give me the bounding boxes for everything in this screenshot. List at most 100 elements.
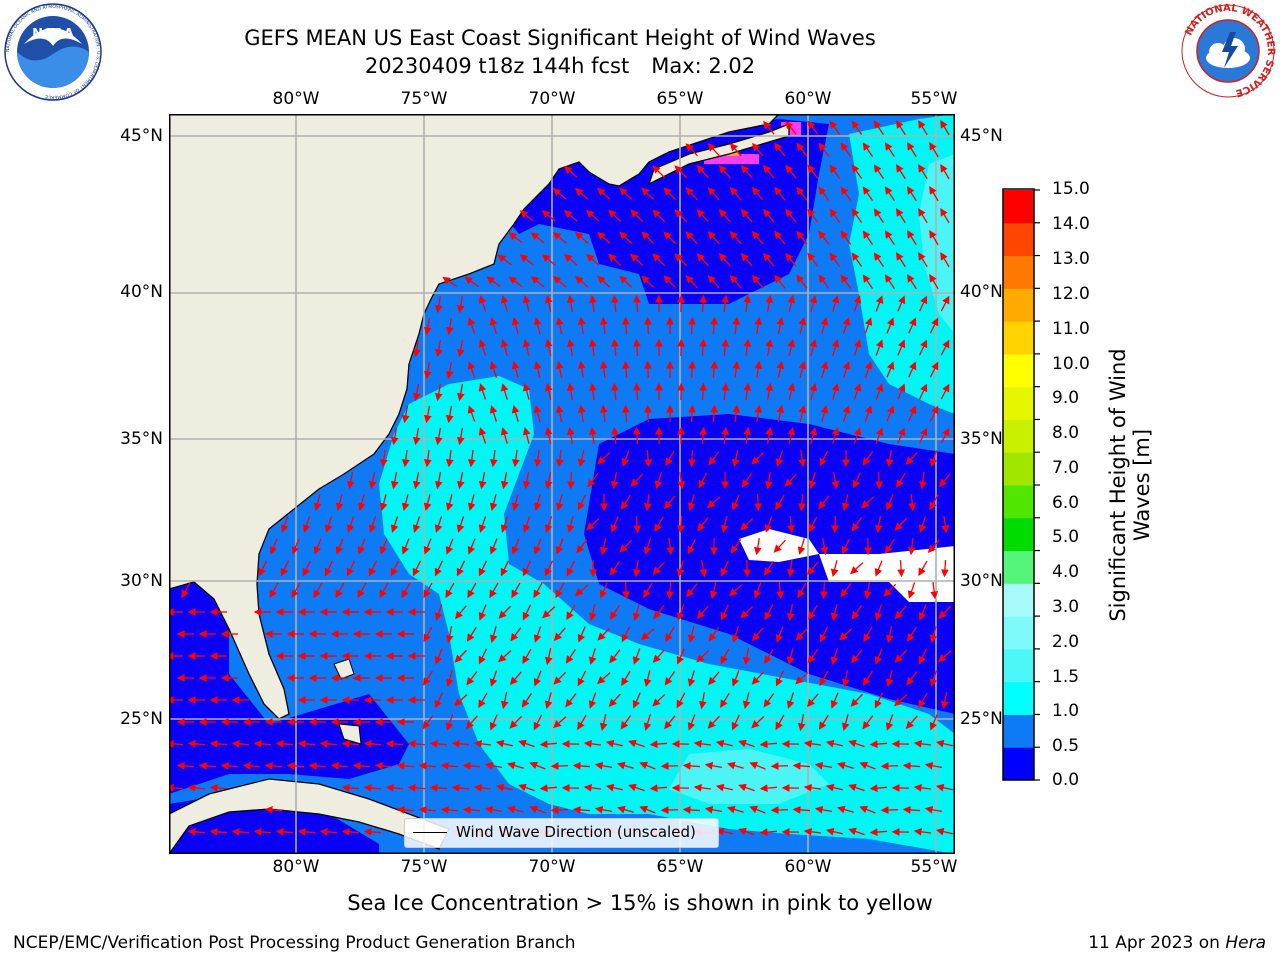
wave-direction-arrow <box>752 186 764 201</box>
wave-direction-arrow <box>918 427 928 444</box>
wave-direction-arrow <box>553 671 567 685</box>
wave-direction-arrow <box>630 209 644 223</box>
wave-direction-arrow <box>462 806 481 814</box>
wave-direction-arrow <box>187 739 206 748</box>
wave-direction-arrow <box>830 604 839 622</box>
wave-direction-arrow <box>652 693 666 707</box>
wave-direction-arrow <box>368 560 378 577</box>
wave-direction-arrow <box>820 581 828 600</box>
wave-direction-arrow <box>753 537 762 556</box>
wave-direction-arrow <box>930 581 939 600</box>
wave-direction-arrow <box>798 449 807 468</box>
wave-direction-arrow <box>379 494 388 511</box>
wave-direction-arrow <box>707 275 720 289</box>
wave-direction-arrow <box>837 805 854 814</box>
colorbar-segment <box>1003 386 1034 420</box>
wave-direction-arrow <box>698 472 708 489</box>
colorbar-segment <box>1003 452 1034 486</box>
wave-direction-arrow <box>522 648 532 665</box>
wave-direction-arrow <box>918 471 927 490</box>
mid-wave-band <box>379 376 955 854</box>
wave-direction-arrow <box>807 649 819 664</box>
wave-direction-arrow <box>445 362 454 380</box>
wave-direction-arrow <box>563 209 578 222</box>
wave-direction-arrow <box>599 404 608 423</box>
wave-direction-arrow <box>895 164 906 180</box>
wave-direction-arrow <box>720 604 729 621</box>
wave-direction-arrow <box>511 405 520 422</box>
wave-direction-arrow <box>763 693 775 708</box>
wave-direction-arrow <box>819 670 829 687</box>
wave-direction-arrow <box>412 428 421 446</box>
wave-direction-arrow <box>851 649 863 664</box>
wave-direction-arrow <box>913 827 932 836</box>
wave-direction-arrow <box>687 714 696 731</box>
wave-direction-arrow <box>478 383 487 400</box>
wave-direction-arrow <box>798 404 807 422</box>
wave-direction-arrow <box>407 783 426 792</box>
wave-direction-arrow <box>853 339 862 356</box>
colorbar-label: Significant Height of Wind Waves [m] <box>1106 325 1154 645</box>
wave-direction-arrow <box>773 539 786 553</box>
wave-direction-arrow <box>795 627 808 641</box>
noaa-logo-text: NOAA <box>32 27 74 42</box>
wave-direction-arrow <box>842 317 851 334</box>
colorbar-tick-3: 3.0 <box>1052 597 1080 617</box>
wave-direction-arrow <box>874 560 883 577</box>
wave-direction-arrow <box>628 739 645 748</box>
wave-direction-arrow <box>664 671 676 686</box>
wave-direction-arrow <box>610 382 619 401</box>
wave-direction-arrow <box>610 426 619 445</box>
colorbar-segment <box>1003 550 1034 584</box>
wave-direction-arrow <box>929 714 938 731</box>
wave-direction-arrow <box>830 560 839 578</box>
wave-direction-arrow <box>563 165 578 178</box>
wave-direction-arrow <box>552 232 567 244</box>
wave-direction-arrow <box>704 761 722 770</box>
lon-label-bottom-70w: 70°W <box>528 857 576 877</box>
wave-direction-arrow <box>731 494 740 511</box>
no-data-patch-east <box>819 546 955 602</box>
wave-direction-arrow <box>522 472 531 490</box>
wave-direction-arrow <box>577 626 586 643</box>
wave-direction-arrow <box>583 783 602 792</box>
wave-direction-arrow <box>644 404 652 423</box>
wave-direction-arrow <box>940 295 950 312</box>
wave-direction-arrow <box>489 449 498 468</box>
wave-direction-arrow <box>754 493 762 512</box>
wave-direction-arrow <box>500 472 509 490</box>
wave-direction-arrow <box>555 538 564 555</box>
wave-direction-arrow <box>489 670 498 687</box>
wave-direction-arrow <box>732 360 741 379</box>
wave-direction-arrow <box>610 338 619 357</box>
wave-direction-arrow <box>533 714 543 731</box>
generation-date: 11 Apr 2023 on Hera <box>1088 933 1266 953</box>
wave-direction-arrow <box>533 626 542 643</box>
wave-direction-arrow <box>831 515 839 534</box>
wave-direction-arrow <box>720 516 729 534</box>
wave-direction-arrow <box>297 827 316 836</box>
wave-direction-arrow <box>467 494 476 511</box>
wave-direction-arrow <box>385 739 404 748</box>
wave-direction-arrow <box>401 406 410 424</box>
wave-direction-arrow <box>696 649 710 663</box>
wave-direction-arrow <box>727 805 744 814</box>
wave-direction-arrow <box>632 559 641 578</box>
wave-direction-arrow <box>467 449 476 468</box>
wave-direction-arrow <box>687 626 696 644</box>
wave-direction-arrow <box>633 338 641 357</box>
wave-direction-arrow <box>708 671 720 686</box>
wave-direction-arrow <box>710 404 719 423</box>
wave-direction-arrow <box>829 208 841 223</box>
wave-direction-arrow <box>588 426 597 445</box>
wave-direction-arrow <box>434 296 443 314</box>
wave-direction-arrow <box>519 210 534 222</box>
wave-direction-arrow <box>572 762 591 770</box>
wave-direction-arrow <box>181 582 191 599</box>
wave-direction-arrow <box>807 208 819 223</box>
wave-direction-arrow <box>379 449 388 468</box>
wave-direction-arrow <box>765 382 774 400</box>
wave-direction-arrow <box>566 294 575 312</box>
wave-direction-arrow <box>652 649 665 663</box>
wave-direction-arrow <box>808 604 818 620</box>
